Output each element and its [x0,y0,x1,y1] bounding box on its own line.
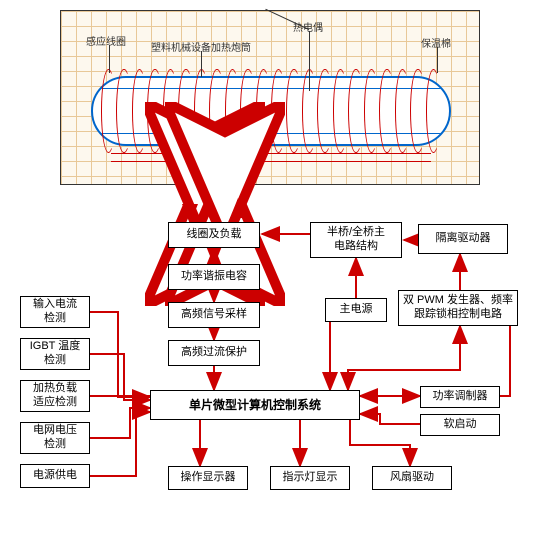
node-n_soft: 软启动 [420,414,500,436]
node-n_mpwr: 主电源 [325,298,387,322]
node-n_load: 加热负载适应检测 [20,380,90,412]
node-n_sample: 高频信号采样 [168,302,260,328]
node-n_coil: 线圈及负载 [168,222,260,248]
node-n_ocp: 高频过流保护 [168,340,260,366]
node-n_iin: 输入电流检测 [20,296,90,328]
node-n_disp: 操作显示器 [168,466,248,490]
node-n_gridV: 电网电压检测 [20,422,90,454]
edge-n_psu-n_mcu [90,412,150,476]
heating-cylinder [91,76,451,146]
heater-figure: 感应线圈 塑料机械设备加热炮筒 热电偶 保温棉 [60,10,480,185]
callout-thermocouple: 热电偶 [293,19,323,34]
edge-n_iin-n_mcu [90,312,150,397]
edge-n_coil-figure [190,200,238,222]
node-n_preg: 功率调制器 [420,386,500,408]
edge-n_mcu-n_fan [350,420,410,466]
edge-n_igbtT-n_mcu [90,354,150,400]
edge-n_gridV-n_mcu [90,408,150,438]
node-n_fan: 风扇驱动 [372,466,452,490]
callout-insulation: 保温棉 [421,35,451,50]
node-n_bridge: 半桥/全桥主电路结构 [310,222,402,258]
node-n_psu: 电源供电 [20,464,90,488]
node-n_pwm: 双 PWM 发生器、频率跟踪锁相控制电路 [398,290,518,326]
edge-n_soft-n_mcu [360,414,420,424]
edge-n_pwm-n_mcu [348,326,460,390]
node-n_rescap: 功率谐振电容 [168,264,260,290]
node-n_igbtT: IGBT 温度检测 [20,338,90,370]
node-n_driver: 隔离驱动器 [418,224,508,254]
callout-coil: 感应线圈 [86,33,126,48]
node-n_mcu: 单片微型计算机控制系统 [150,390,360,420]
node-n_led: 指示灯显示 [270,466,350,490]
